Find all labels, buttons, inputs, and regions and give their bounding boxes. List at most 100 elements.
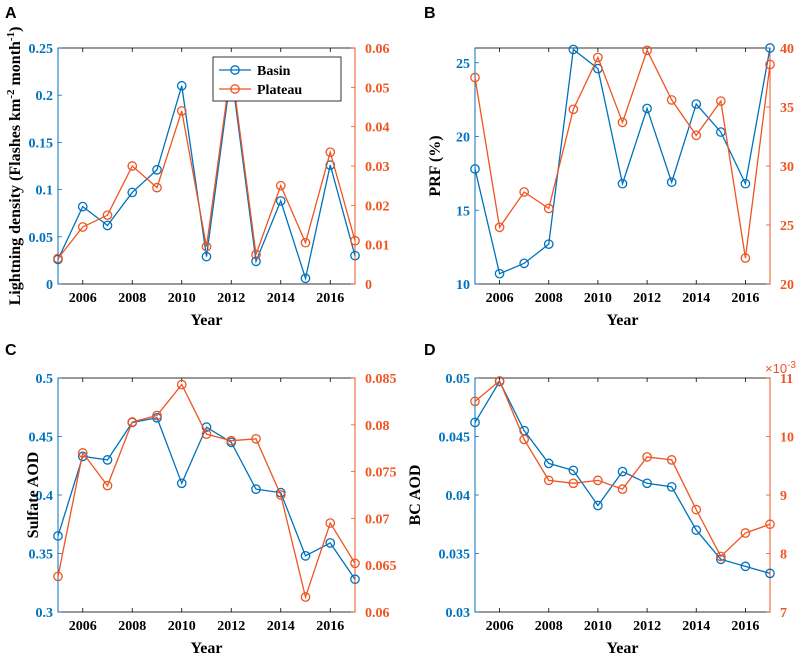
- data-point-basin: [642, 478, 652, 489]
- x-tick-label: 2010: [168, 619, 196, 634]
- data-point-plateau: [300, 592, 311, 602]
- data-point-basin: [666, 481, 677, 492]
- series-line-basin: [57, 417, 356, 580]
- x-tick-label: 2014: [267, 619, 295, 634]
- data-point-plateau: [350, 558, 360, 569]
- panel-label: A: [5, 5, 17, 22]
- y-tick-label-right: 35: [780, 101, 794, 116]
- y-tick-label-right: 0.05: [365, 81, 390, 96]
- x-axis-label: Year: [607, 312, 639, 329]
- y-tick-label-right: 25: [780, 219, 794, 234]
- x-tick-label: 2006: [69, 619, 97, 634]
- x-tick-label: 2008: [118, 619, 146, 634]
- y-tick-label-right: 30: [780, 160, 794, 175]
- panel-label: B: [424, 5, 436, 22]
- data-point-plateau: [152, 410, 162, 421]
- y-tick-label-left: 10: [456, 278, 470, 293]
- data-point-basin: [494, 268, 505, 279]
- data-point-plateau: [568, 478, 579, 489]
- data-point-plateau: [617, 484, 628, 494]
- series-line-plateau: [474, 48, 771, 259]
- y-tick-label-right: 0.06: [365, 606, 390, 621]
- exponent-base: ×10: [765, 361, 787, 376]
- y-tick-label-left: 15: [456, 204, 470, 219]
- y-tick-label-right: 0.01: [365, 239, 390, 254]
- y-tick-label-right: 0.065: [365, 559, 397, 574]
- x-tick-label: 2014: [267, 291, 295, 306]
- panel-label: C: [5, 342, 17, 359]
- data-point-plateau: [642, 45, 652, 56]
- y-tick-label-left: 0.25: [29, 42, 54, 57]
- y-tick-label-left: 25: [456, 57, 470, 72]
- y-tick-label-left: 0.2: [36, 89, 54, 104]
- x-tick-label: 2010: [168, 291, 196, 306]
- y-tick-label-left: 0.045: [439, 431, 471, 446]
- data-point-plateau: [666, 455, 677, 465]
- data-point-basin: [201, 251, 212, 262]
- data-point-basin: [53, 531, 63, 541]
- data-point-basin: [127, 187, 138, 198]
- data-point-basin: [765, 568, 775, 579]
- data-point-plateau: [494, 376, 505, 386]
- data-point-basin: [666, 177, 677, 188]
- y-tick-label-right: 40: [780, 42, 794, 57]
- data-point-plateau: [102, 210, 113, 221]
- data-point-basin: [152, 164, 162, 175]
- data-point-plateau: [593, 52, 603, 63]
- data-point-plateau: [666, 95, 677, 105]
- x-tick-label: 2016: [316, 619, 344, 634]
- y-tick-label-right: 0.085: [365, 372, 397, 387]
- series-line-plateau: [57, 65, 356, 259]
- data-point-basin: [300, 550, 311, 561]
- data-point-plateau: [226, 435, 237, 446]
- chart-panel-a: 2006 2008 2010 2012 2014 2016 0 0.05 0.1 0.15 0.2 0…: [5, 5, 390, 329]
- y-tick-label-left: 0.05: [29, 231, 54, 246]
- x-axis-label: Year: [607, 640, 639, 656]
- x-tick-label: 2016: [731, 291, 759, 306]
- x-axis-label: Year: [191, 312, 223, 329]
- data-point-plateau: [765, 59, 775, 70]
- data-point-plateau: [251, 433, 261, 444]
- x-tick-label: 2010: [584, 291, 612, 306]
- data-point-basin: [470, 164, 480, 174]
- y-tick-label-right: 0.07: [365, 512, 390, 527]
- data-point-plateau: [740, 253, 751, 263]
- data-point-basin: [300, 273, 311, 284]
- y-tick-label-left: 0.04: [446, 489, 471, 504]
- data-point-basin: [617, 466, 628, 477]
- y-tick-label-right: 0.03: [365, 160, 390, 175]
- data-point-basin: [691, 525, 702, 535]
- x-tick-label: 2006: [486, 619, 514, 634]
- data-point-basin: [275, 196, 286, 206]
- y-axis-label: Sulfate AOD: [25, 452, 42, 539]
- data-point-basin: [77, 201, 88, 212]
- y-axis-label-part: -2: [5, 89, 17, 99]
- data-point-basin: [740, 561, 751, 572]
- data-point-plateau: [127, 161, 138, 171]
- data-point-basin: [350, 574, 360, 585]
- exponent-sup: -3: [787, 360, 796, 371]
- data-point-basin: [765, 43, 775, 53]
- data-point-basin: [740, 178, 751, 189]
- data-point-plateau: [765, 519, 775, 530]
- x-tick-label: 2012: [217, 619, 245, 634]
- y-tick-label-right: 11: [780, 372, 793, 387]
- y-tick-label-left: 0.05: [446, 372, 471, 387]
- y-tick-label-left: 0.3: [36, 606, 54, 621]
- y-axis-label-part: month: [7, 41, 24, 90]
- y-tick-label-right: 0.075: [365, 466, 397, 481]
- data-point-plateau: [325, 518, 336, 528]
- y-tick-label-right: 0.04: [365, 121, 390, 136]
- right-axis-exponent: ×10-3: [765, 360, 796, 377]
- series-line-basin: [474, 47, 771, 275]
- x-tick-label: 2016: [731, 619, 759, 634]
- legend-marker: [230, 84, 240, 94]
- data-point-plateau: [201, 241, 212, 252]
- y-tick-label-right: 0: [365, 278, 372, 293]
- y-tick-label-left: 0.35: [29, 548, 54, 563]
- y-tick-label-left: 0.1: [36, 184, 54, 199]
- y-axis-label-part: Lightning density (Flashes km: [7, 98, 24, 305]
- y-tick-label-right: 7: [780, 606, 787, 621]
- x-tick-label: 2006: [69, 291, 97, 306]
- data-point-plateau: [152, 182, 162, 193]
